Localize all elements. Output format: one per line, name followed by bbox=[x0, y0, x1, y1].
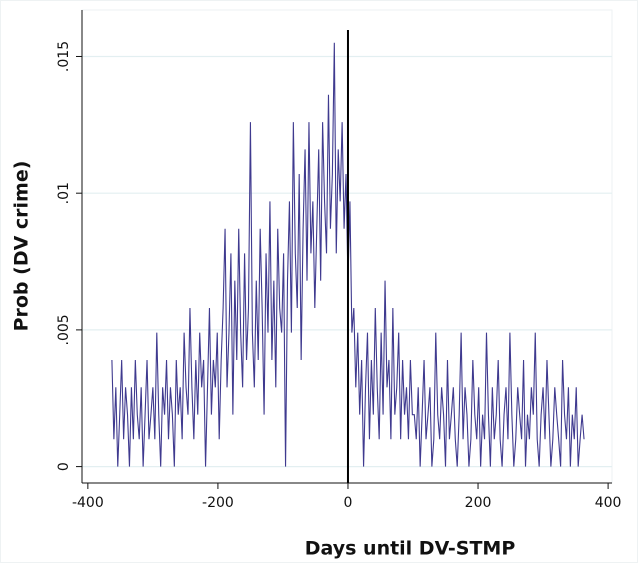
x-tick-label: 0 bbox=[344, 495, 353, 511]
x-tick-label: -400 bbox=[72, 495, 104, 511]
y-tick-label: 0 bbox=[56, 462, 72, 471]
x-axis-title: Days until DV-STMP bbox=[305, 538, 516, 560]
x-tick-label: 200 bbox=[465, 495, 492, 511]
y-axis-title: Prob (DV crime) bbox=[11, 161, 33, 332]
y-tick-label: .005 bbox=[56, 314, 72, 345]
x-tick-label: 400 bbox=[595, 495, 622, 511]
y-tick-label: .01 bbox=[56, 182, 72, 204]
x-tick-label: -200 bbox=[202, 495, 234, 511]
y-tick-label: .015 bbox=[56, 41, 72, 72]
